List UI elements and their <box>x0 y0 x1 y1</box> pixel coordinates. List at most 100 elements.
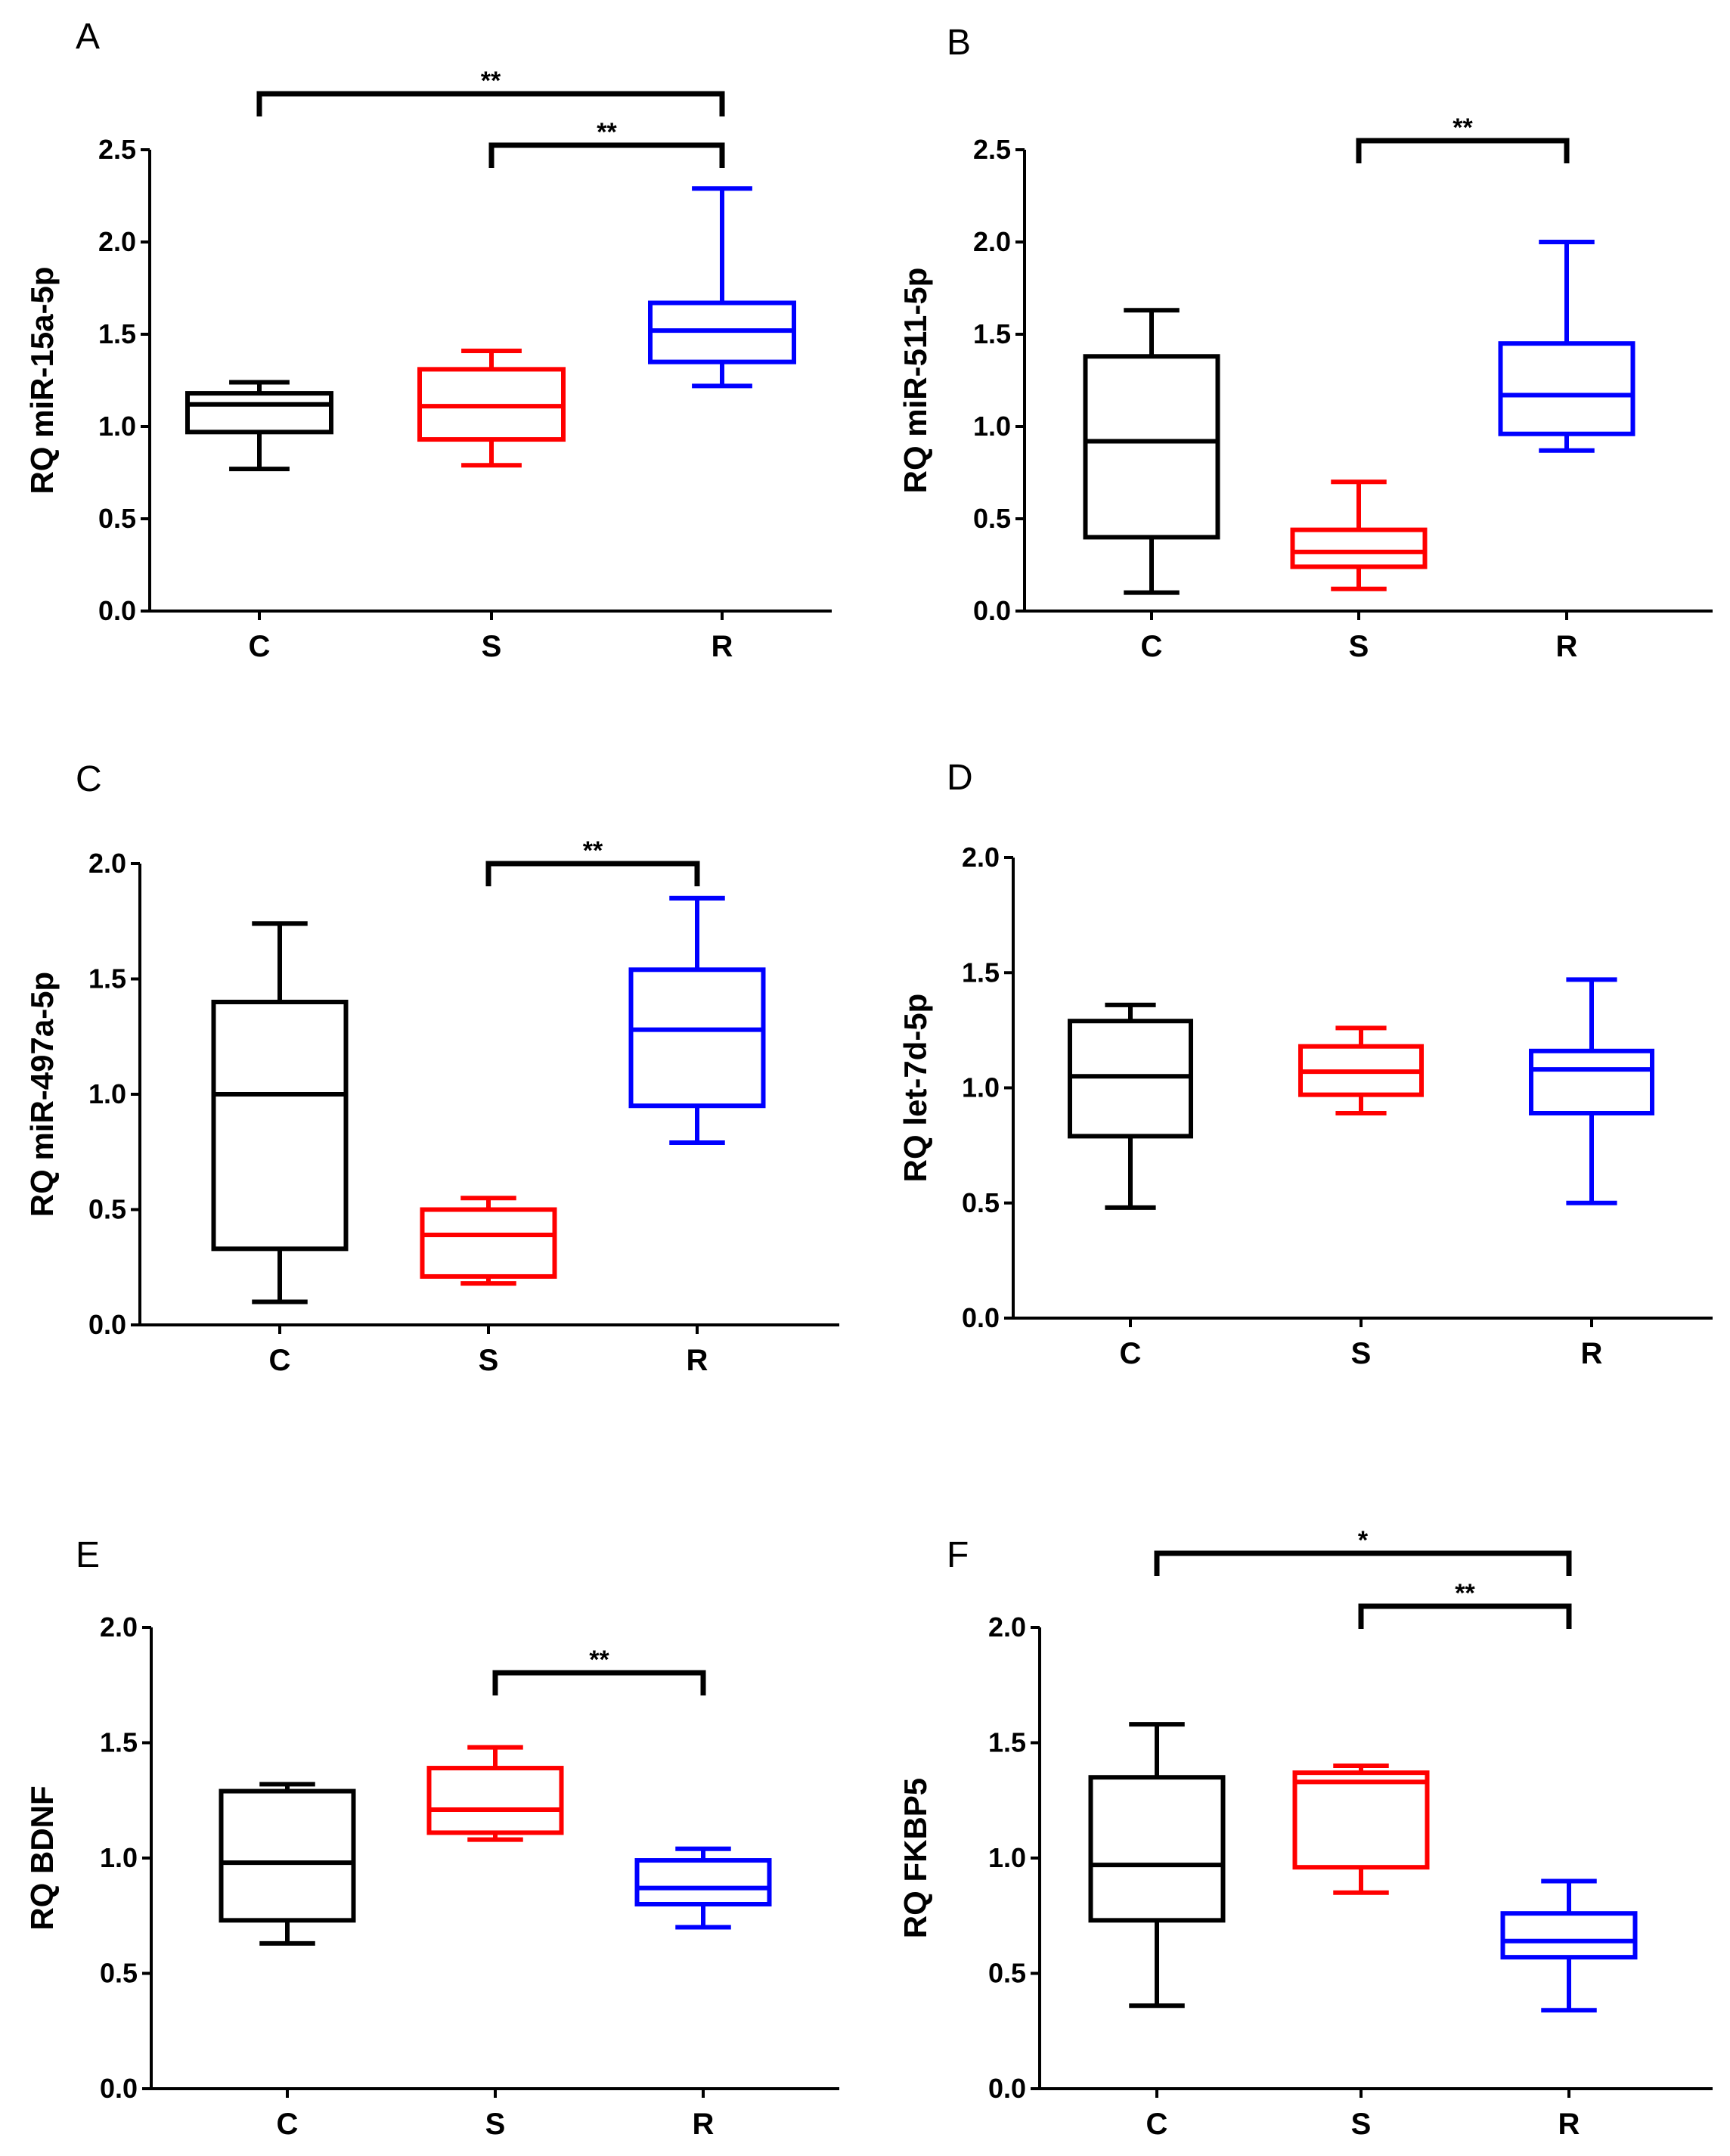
y-tick-label: 0.0 <box>100 2073 138 2104</box>
significance-label: ** <box>481 67 501 95</box>
y-tick-label: 0.0 <box>973 595 1011 626</box>
x-category-label: R <box>1558 2108 1580 2141</box>
y-axis-title: RQ miR-15a-5p <box>24 266 60 494</box>
x-category-label: S <box>485 2108 506 2141</box>
y-axis-title: RQ miR-511-5p <box>898 268 933 494</box>
box-s <box>417 348 566 468</box>
box-body <box>1290 527 1428 569</box>
x-category-label: R <box>1581 1337 1603 1370</box>
significance-bracket: ** <box>485 836 700 886</box>
box-body <box>219 1788 356 1923</box>
box-body <box>1068 1019 1193 1139</box>
box-c <box>1083 308 1220 595</box>
y-tick-label: 2.5 <box>973 134 1011 165</box>
x-category-label: C <box>1146 2108 1168 2141</box>
box-body <box>1088 1775 1226 1923</box>
y-tick-label: 1.5 <box>98 318 136 349</box>
panel-letter: C <box>76 759 102 799</box>
x-category-label: S <box>1351 1337 1372 1370</box>
y-axis-title: RQ FKBP5 <box>898 1778 933 1938</box>
box-c <box>185 380 333 472</box>
box-body <box>1083 354 1220 540</box>
panel-a: A 0.0 0.5 1.0 1.5 2.0 2.5 C S R RQ miR-15a-5p ** ** <box>24 17 832 663</box>
box-r <box>1500 1878 1638 2013</box>
panel-d: D 0.0 0.5 1.0 1.5 2.0 C S R RQ let-7d-5p <box>898 758 1713 1370</box>
y-tick-label: 1.0 <box>962 1072 1000 1103</box>
y-tick-label: 1.0 <box>88 1078 126 1109</box>
x-category-label: C <box>1120 1337 1142 1370</box>
y-tick-label: 0.5 <box>973 503 1011 534</box>
significance-label: ** <box>589 1646 609 1674</box>
y-tick-label: 0.5 <box>88 1194 126 1225</box>
x-category-label: S <box>482 630 502 663</box>
x-category-label: C <box>269 1344 291 1377</box>
y-tick-label: 0.0 <box>962 1302 1000 1333</box>
x-category-label: C <box>1141 630 1163 663</box>
panel-letter: E <box>76 1535 100 1575</box>
box-body <box>634 1858 772 1907</box>
box-s <box>1292 1764 1430 1895</box>
y-tick-label: 0.0 <box>988 2073 1026 2104</box>
y-tick-label: 1.0 <box>988 1842 1026 1873</box>
y-tick-label: 0.5 <box>100 1958 138 1989</box>
x-category-label: C <box>249 630 271 663</box>
y-tick-label: 2.0 <box>88 848 126 879</box>
bracket-line <box>256 91 725 116</box>
x-category-label: S <box>1351 2108 1372 2141</box>
y-tick-label: 1.5 <box>973 318 1011 349</box>
y-axis-title: RQ let-7d-5p <box>898 994 933 1183</box>
bracket-line <box>1358 1603 1572 1629</box>
box-s <box>1298 1025 1424 1115</box>
y-tick-label: 0.5 <box>962 1187 1000 1218</box>
bracket-line <box>492 1670 706 1695</box>
panel-b: B 0.0 0.5 1.0 1.5 2.0 2.5 C S R RQ miR-511-5p ** <box>898 23 1713 663</box>
box-c <box>219 1782 356 1946</box>
box-body <box>628 967 766 1109</box>
box-r <box>634 1846 772 1930</box>
bracket-line <box>1356 138 1570 163</box>
x-category-label: C <box>277 2108 299 2141</box>
box-body <box>211 1000 349 1252</box>
box-body <box>1498 341 1635 436</box>
significance-label: * <box>1358 1526 1369 1555</box>
significance-bracket: ** <box>1358 1579 1572 1629</box>
x-category-label: R <box>712 630 733 663</box>
x-category-label: S <box>479 1344 499 1377</box>
box-body <box>1292 1770 1430 1870</box>
significance-label: ** <box>597 118 617 147</box>
box-r <box>648 186 796 389</box>
y-tick-label: 2.0 <box>988 1612 1026 1643</box>
y-tick-label: 2.0 <box>973 226 1011 257</box>
y-tick-label: 0.5 <box>988 1958 1026 1989</box>
box-s <box>426 1745 564 1842</box>
x-category-label: R <box>1556 630 1578 663</box>
box-body <box>1500 1911 1638 1960</box>
significance-bracket: * <box>1154 1526 1572 1576</box>
bracket-line <box>1154 1550 1572 1576</box>
y-tick-label: 2.5 <box>98 134 136 165</box>
panel-letter: D <box>947 758 973 798</box>
box-r <box>628 895 766 1146</box>
significance-label: ** <box>583 836 603 865</box>
box-r <box>1529 977 1654 1205</box>
x-category-label: R <box>687 1344 708 1377</box>
significance-bracket: ** <box>492 1646 706 1695</box>
bracket-line <box>488 142 725 168</box>
box-r <box>1498 240 1635 453</box>
box-body <box>426 1766 564 1835</box>
y-axis-title: RQ BDNF <box>24 1785 60 1930</box>
y-tick-label: 1.5 <box>88 963 126 994</box>
y-tick-label: 1.0 <box>98 411 136 442</box>
y-tick-label: 0.5 <box>98 503 136 534</box>
bracket-line <box>485 861 700 886</box>
y-tick-label: 0.0 <box>98 595 136 626</box>
panel-e: E 0.0 0.5 1.0 1.5 2.0 C S R RQ BDNF ** <box>24 1535 839 2141</box>
significance-bracket: ** <box>488 118 725 168</box>
box-c <box>1068 1002 1193 1210</box>
panel-letter: A <box>76 17 100 57</box>
y-tick-label: 1.5 <box>988 1727 1026 1758</box>
box-body <box>1529 1048 1654 1115</box>
y-tick-label: 1.0 <box>973 411 1011 442</box>
panel-letter: F <box>947 1535 969 1575</box>
